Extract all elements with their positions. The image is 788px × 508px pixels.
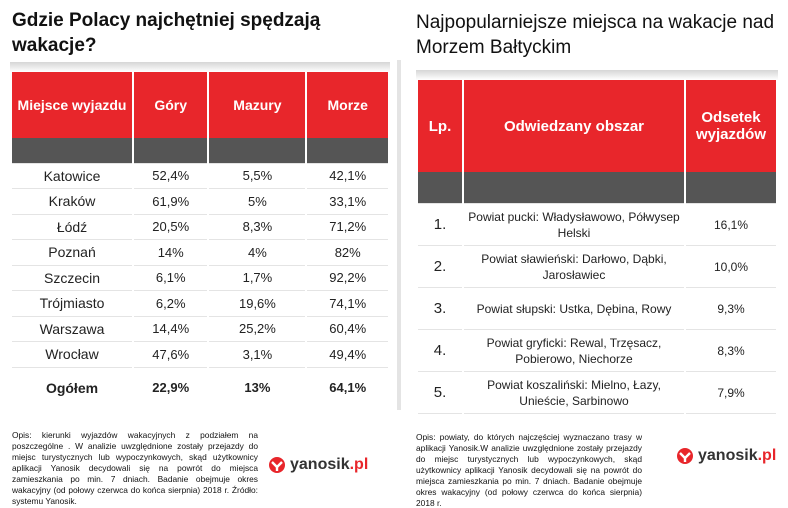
sea-cell: 60,4% [307,317,388,342]
header-cell-mountains: Góry [134,72,208,138]
header-cell-sea: Morze [307,72,388,138]
total-mountains: 22,9% [152,380,190,395]
total-sea: 64,1% [329,380,367,395]
sea-cell: 42,1% [307,164,388,189]
table-top-shadow [10,62,390,72]
mountains-cell: 52,4% [134,164,208,189]
header-cell-share: Odsetek wyjazdów [686,80,776,172]
logo-suffix: .pl [757,447,777,464]
table-row: Warszawa 14,4% 25,2% 60,4% [12,317,388,342]
sea-cell: 49,4% [307,342,388,368]
table-row: 5. Powiat koszaliński: Mielno, Łazy, Uni… [418,372,776,414]
mazury-cell: 5% [209,189,306,215]
logo-suffix: .pl [349,456,369,473]
baltic-destinations-panel: Najpopularniejsze miejsca na wakacje nad… [404,0,788,508]
mountains-cell: 20,5% [134,215,208,240]
table-row: 1. Powiat pucki: Władysławowo, Półwysep … [418,204,776,246]
city-cell: Łódź [12,215,132,240]
share-cell: 8,3% [686,330,776,372]
header-cell-place: Miejsce wyjazdu [12,72,132,138]
table-row: 2. Powiat sławieński: Darłowo, Dąbki, Ja… [418,246,776,288]
sea-cell: 92,2% [307,266,388,291]
header-cell-mazury: Mazury [209,72,306,138]
share-cell: 10,0% [686,246,776,288]
header-band-row [12,138,388,164]
mountains-cell: 61,9% [134,189,208,215]
mazury-cell: 3,1% [209,342,306,368]
yanosik-logo-icon [677,448,693,464]
mazury-cell: 19,6% [209,291,306,317]
table-row: Katowice 52,4% 5,5% 42,1% [12,164,388,189]
city-cell: Szczecin [12,266,132,291]
table-row: Poznań 14% 4% 82% [12,240,388,266]
city-cell: Katowice [12,164,132,189]
sea-cell: 33,1% [307,189,388,215]
header-band-row [418,172,776,204]
mountains-cell: 14,4% [134,317,208,342]
area-cell: Powiat słupski: Ustka, Dębina, Rowy [464,288,684,330]
sea-cell: 74,1% [307,291,388,317]
city-cell: Wrocław [12,342,132,368]
city-cell: Trójmiasto [12,291,132,317]
share-cell: 7,9% [686,372,776,414]
mazury-cell: 5,5% [209,164,306,189]
methodology-note: Opis: powiaty, do których najczęściej wy… [416,432,642,508]
mazury-cell: 1,7% [209,266,306,291]
share-cell: 16,1% [686,204,776,246]
rank-cell: 5. [418,372,462,414]
table-header-row: Lp. Odwiedzany obszar Odsetek wyjazdów [418,80,776,172]
logo-text: yanosik [698,447,758,464]
table-row: Łódź 20,5% 8,3% 71,2% [12,215,388,240]
table-row: Wrocław 47,6% 3,1% 49,4% [12,342,388,368]
sea-cell: 82% [307,240,388,266]
area-cell: Powiat gryficki: Rewal, Trzęsacz, Pobier… [464,330,684,372]
mazury-cell: 25,2% [209,317,306,342]
total-row: Ogółem 22,9% 13% 64,1% [12,368,388,408]
baltic-table: Lp. Odwiedzany obszar Odsetek wyjazdów 1… [416,80,778,414]
total-mazury: 13% [244,380,271,395]
table-row: Szczecin 6,1% 1,7% 92,2% [12,266,388,291]
table-row: 4. Powiat gryficki: Rewal, Trzęsacz, Pob… [418,330,776,372]
panel-divider [397,60,401,410]
city-cell: Warszawa [12,317,132,342]
logo-text: yanosik [290,456,350,473]
header-cell-area: Odwiedzany obszar [464,80,684,172]
header-cell-lp: Lp. [418,80,462,172]
methodology-note: Opis: kierunki wyjazdów wakacyjnych z po… [12,430,258,506]
mazury-cell: 4% [209,240,306,266]
city-cell: Kraków [12,189,132,215]
city-cell: Poznań [12,240,132,266]
table-row: Kraków 61,9% 5% 33,1% [12,189,388,215]
panel-title: Najpopularniejsze miejsca na wakacje nad… [416,12,775,58]
table-row: 3. Powiat słupski: Ustka, Dębina, Rowy 9… [418,288,776,330]
table-header-row: Miejsce wyjazdu Góry Mazury Morze [12,72,388,138]
summer-destinations-panel: Gdzie Polacy najchętniej spędzają wakacj… [10,10,390,506]
sea-cell: 71,2% [307,215,388,240]
mountains-cell: 6,2% [134,291,208,317]
mazury-cell: 8,3% [209,215,306,240]
panel-title: Gdzie Polacy najchętniej spędzają wakacj… [12,10,321,56]
mountains-cell: 6,1% [134,266,208,291]
area-cell: Powiat sławieński: Darłowo, Dąbki, Jaros… [464,246,684,288]
rank-cell: 3. [418,288,462,330]
area-cell: Powiat pucki: Władysławowo, Półwysep Hel… [464,204,684,246]
mountains-cell: 14% [134,240,208,266]
share-cell: 9,3% [686,288,776,330]
rank-cell: 1. [418,204,462,246]
brand-logo: yanosik .pl [268,456,368,474]
total-label: Ogółem [45,379,99,396]
table-row: Trójmiasto 6,2% 19,6% 74,1% [12,291,388,317]
table-top-shadow [416,70,778,80]
area-cell: Powiat koszaliński: Mielno, Łazy, Unieśc… [464,372,684,414]
rank-cell: 2. [418,246,462,288]
mountains-cell: 47,6% [134,342,208,368]
yanosik-logo-icon [269,457,285,473]
destinations-table: Miejsce wyjazdu Góry Mazury Morze Katowi… [10,72,390,408]
rank-cell: 4. [418,330,462,372]
brand-logo: yanosik .pl [676,447,776,465]
